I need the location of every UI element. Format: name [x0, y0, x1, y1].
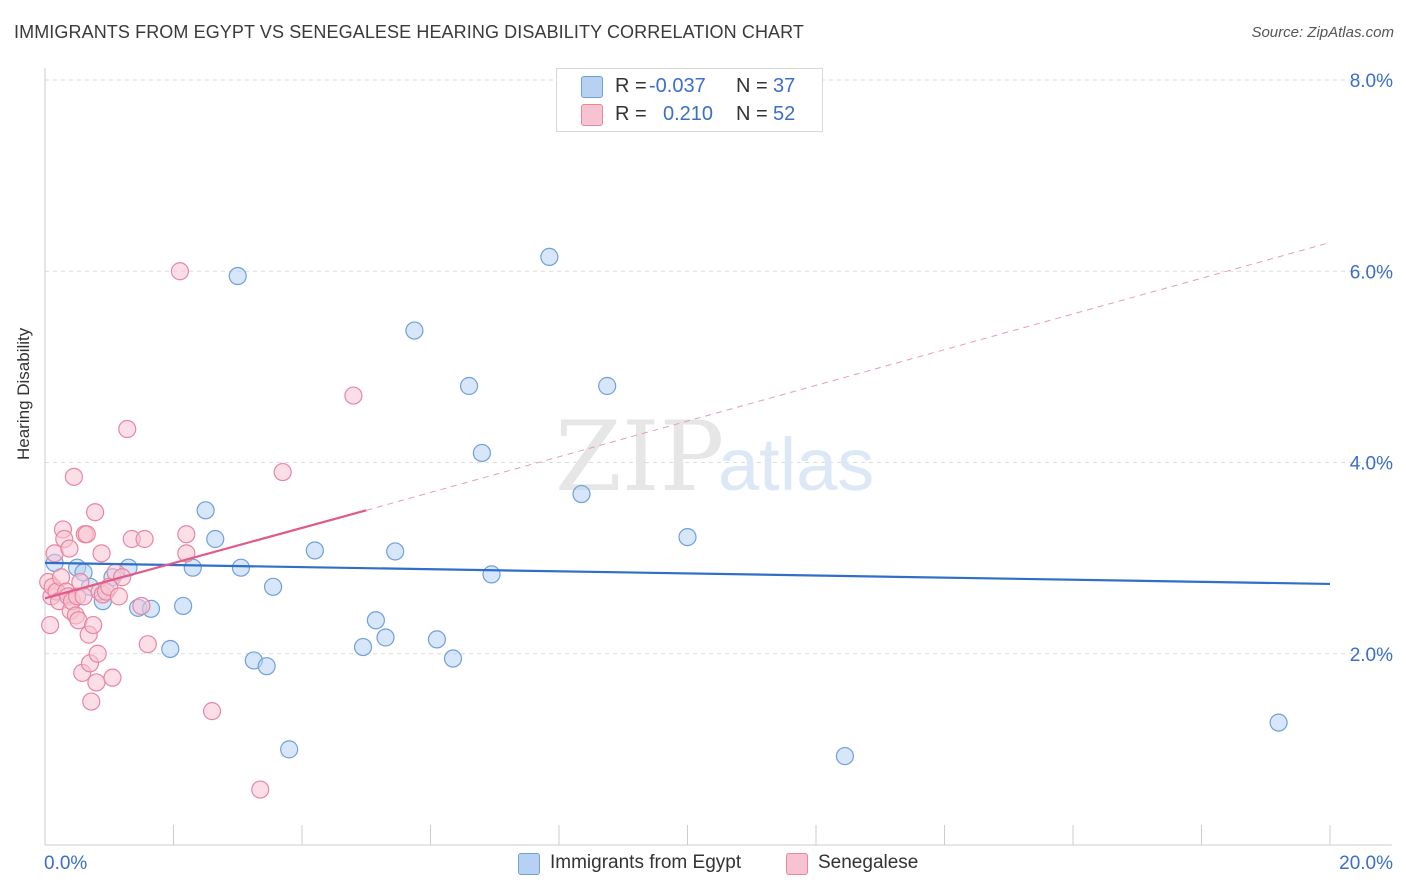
point-senegalese [41, 615, 60, 635]
legend-n-value: 52 [773, 103, 796, 125]
legend-n-value: 37 [773, 75, 796, 97]
point-egypt [405, 321, 424, 340]
point-egypt [305, 541, 324, 560]
point-egypt [196, 501, 215, 520]
legend-r-value: 0.210 [663, 103, 714, 125]
trend-line-senegalese [44, 509, 367, 600]
point-egypt [231, 558, 251, 577]
point-egypt [443, 649, 463, 668]
point-senegalese [138, 635, 157, 654]
y-tick-label: 4.0% [1350, 454, 1393, 475]
trend-extension-senegalese [366, 242, 1331, 511]
legend-label-senegalese: Senegalese [818, 852, 919, 873]
point-senegalese [251, 780, 270, 799]
point-senegalese [86, 503, 105, 522]
point-egypt [257, 657, 276, 676]
point-senegalese [64, 467, 84, 486]
legend-swatch-senegalese [786, 853, 808, 875]
source-credit: Source: ZipAtlas.com [1251, 24, 1394, 41]
point-senegalese [273, 462, 292, 482]
tick-labels: 2.0% 4.0% 6.0% 8.0% 0.0% 20.0% [44, 71, 1393, 874]
point-senegalese [92, 544, 111, 563]
point-egypt [206, 529, 225, 549]
point-senegalese [77, 525, 96, 544]
point-egypt [366, 611, 385, 630]
chart-title: IMMIGRANTS FROM EGYPT VS SENEGALESE HEAR… [14, 22, 805, 42]
point-egypt [835, 746, 855, 766]
legend-swatch-egypt [518, 853, 540, 875]
point-senegalese [202, 702, 222, 721]
point-egypt [598, 376, 617, 396]
point-senegalese [118, 419, 137, 439]
correlation-legend: R = -0.037 N = 37 R = 0.210 N = 52 [556, 68, 823, 132]
point-senegalese [87, 673, 106, 692]
point-egypt [472, 443, 491, 463]
watermark-atlas: atlas [718, 423, 874, 506]
point-senegalese [84, 615, 103, 635]
watermark: ZIP atlas [555, 401, 874, 513]
point-senegalese [60, 539, 79, 558]
point-egypt [572, 484, 591, 504]
point-senegalese [82, 692, 101, 711]
legend-n-label: N = [736, 103, 768, 125]
y-tick-label: 2.0% [1350, 645, 1393, 666]
legend-r-label: R = [615, 103, 647, 125]
point-senegalese [170, 262, 190, 281]
point-senegalese [109, 587, 128, 606]
trend-lines [44, 242, 1331, 600]
point-senegalese [344, 386, 363, 405]
point-egypt [427, 630, 447, 649]
point-egypt [482, 565, 501, 584]
point-senegalese [103, 668, 122, 687]
point-egypt [459, 376, 479, 396]
x-tick-label: 20.0% [1339, 853, 1393, 874]
point-egypt [174, 596, 193, 616]
point-egypt [376, 628, 395, 647]
point-egypt [263, 577, 283, 596]
point-egypt [386, 542, 405, 561]
axes [44, 68, 1392, 846]
y-axis-label: Hearing Disability [14, 327, 33, 460]
point-egypt [280, 740, 299, 759]
point-egypt [353, 637, 373, 657]
x-tick-label: 0.0% [44, 853, 87, 874]
y-tick-label: 8.0% [1350, 71, 1393, 92]
point-egypt [228, 266, 247, 286]
legend-r-value: -0.037 [649, 75, 706, 97]
legend-swatch-egypt [581, 76, 603, 98]
point-senegalese [132, 596, 151, 616]
point-senegalese [135, 529, 154, 549]
point-egypt [161, 639, 180, 659]
scatter-points [39, 247, 1288, 799]
trend-line-egypt [44, 561, 1331, 586]
point-egypt [1269, 713, 1288, 732]
point-egypt [540, 247, 559, 267]
legend-label-egypt: Immigrants from Egypt [550, 852, 742, 873]
point-egypt [678, 527, 697, 547]
point-senegalese [88, 644, 107, 663]
y-tick-label: 6.0% [1350, 262, 1393, 283]
legend-r-label: R = [615, 75, 647, 97]
legend-n-label: N = [736, 75, 768, 97]
point-senegalese [177, 525, 196, 544]
legend-swatch-senegalese [581, 104, 603, 126]
